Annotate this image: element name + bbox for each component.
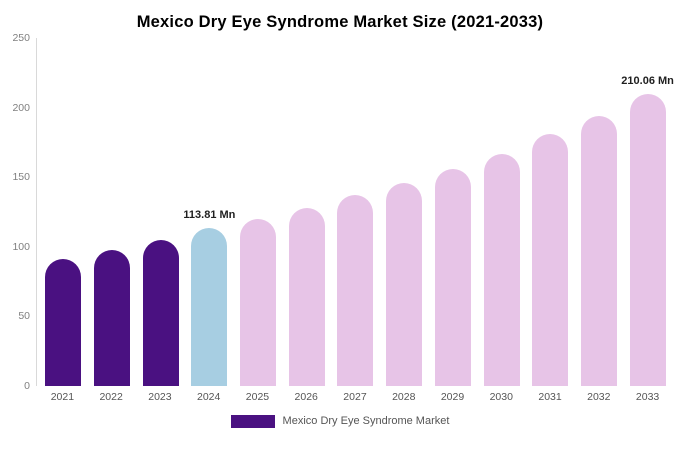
- bar-cell: [39, 38, 88, 386]
- bar-2026: [288, 207, 325, 386]
- y-axis: 250 200 150 100 50 0: [6, 33, 36, 391]
- bar-cell: [331, 38, 380, 386]
- bar-cell: [282, 38, 331, 386]
- bar-2028: [386, 182, 423, 386]
- x-axis-label: 2029: [440, 391, 465, 403]
- y-tick: 150: [12, 170, 30, 183]
- bar-2027: [337, 195, 374, 386]
- bar-cell: [88, 38, 137, 386]
- bar-2022: [94, 249, 131, 386]
- bar-2030: [483, 153, 520, 386]
- bar-cell: 210.06 Mn: [621, 38, 674, 386]
- bar-2032: [580, 115, 617, 386]
- y-tick: 100: [12, 240, 30, 253]
- legend-swatch: [230, 414, 275, 428]
- legend-label: Mexico Dry Eye Syndrome Market: [282, 415, 450, 427]
- x-axis-label: 2022: [99, 391, 123, 403]
- x-axis-label: 2025: [245, 391, 270, 403]
- x-axis-label: 2026: [294, 391, 318, 403]
- bar-2029: [434, 168, 471, 386]
- bar-cell: [526, 38, 575, 386]
- x-axis-labels: 2021 2022 2023 2024 2025 2026 2027 2028 2029 2030…: [36, 392, 674, 403]
- bar-2033: [629, 93, 666, 386]
- bar-cell: [380, 38, 429, 386]
- legend: Mexico Dry Eye Syndrome Market: [0, 414, 680, 428]
- y-tick: 50: [18, 310, 30, 323]
- bar-cell: [234, 38, 283, 386]
- bar-annotation: 113.81 Mn: [183, 208, 236, 221]
- x-axis-label: 2021: [50, 391, 75, 403]
- x-axis-label: 2031: [538, 391, 562, 403]
- bar-cell: [477, 38, 526, 386]
- plot-area: 113.81 Mn 210.06 Mn: [36, 38, 674, 386]
- bar-annotation: 210.06 Mn: [621, 74, 674, 87]
- bar-cell: 113.81 Mn: [183, 38, 236, 386]
- bar-2031: [532, 134, 569, 386]
- x-axis-label: 2023: [148, 391, 172, 403]
- bar-cell: [575, 38, 624, 386]
- bar-cell: [136, 38, 185, 386]
- bar-2025: [240, 218, 277, 386]
- x-axis-label: 2032: [587, 391, 611, 403]
- y-tick: 250: [12, 31, 30, 44]
- x-axis-label: 2033: [635, 391, 660, 403]
- x-axis-label: 2024: [197, 391, 221, 403]
- y-tick: 0: [24, 379, 30, 392]
- bar-2021: [45, 259, 82, 386]
- chart-title: Mexico Dry Eye Syndrome Market Size (202…: [136, 13, 544, 31]
- chart-area: 250 200 150 100 50 0 113.81 Mn 210.06 Mn 2021 2…: [6, 33, 674, 403]
- y-tick: 200: [12, 101, 30, 114]
- bar-2023: [142, 239, 179, 386]
- bar-cell: [429, 38, 478, 386]
- bar-2024: [191, 227, 228, 386]
- x-axis-label: 2027: [343, 391, 367, 403]
- x-axis-label: 2030: [489, 391, 513, 403]
- x-axis-label: 2028: [392, 391, 416, 403]
